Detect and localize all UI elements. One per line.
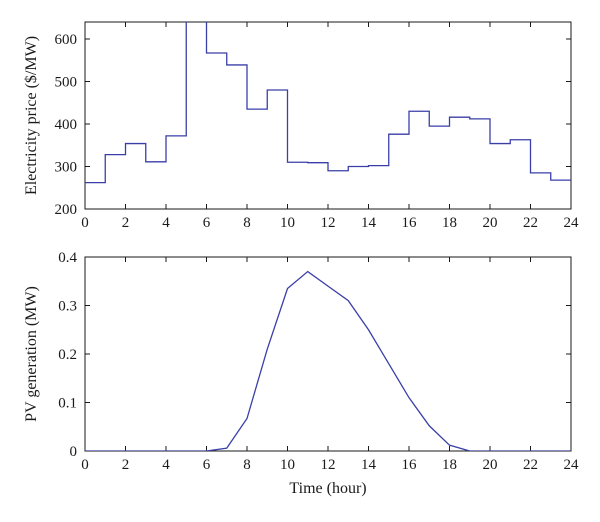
y-tick-label: 400 [55,117,78,133]
x-tick-label: 10 [280,215,295,231]
series-line [85,270,571,451]
x-tick-label: 0 [81,215,89,231]
x-tick-label: 20 [483,457,498,473]
y-axis-title: Electricity price ($/MW) [23,36,40,195]
x-tick-label: 18 [442,457,457,473]
x-tick-label: 6 [203,457,211,473]
x-tick-label: 0 [81,457,89,473]
x-tick-label: 18 [442,215,457,231]
x-tick-label: 24 [564,215,580,231]
x-tick-label: 2 [122,215,130,231]
series-line [85,22,571,184]
x-axis-title: Time (hour) [289,480,366,497]
x-tick-label: 8 [243,215,251,231]
x-tick-label: 12 [321,457,336,473]
y-tick-label: 500 [55,75,78,91]
x-tick-label: 16 [402,457,418,473]
x-tick-label: 24 [564,457,580,473]
price-chart: 0 2 4 6 8 10 12 14 16 18 20 22 24200300400500600Elec… [23,21,580,231]
y-tick-label: 300 [55,160,78,176]
y-tick-label: 0.2 [58,347,77,363]
x-tick-label: 16 [402,215,418,231]
y-tick-label: 0.3 [58,299,77,315]
x-tick-label: 22 [523,457,538,473]
y-axis-title: PV generation (MW) [23,286,40,422]
x-tick-label: 14 [361,457,377,473]
x-tick-label: 4 [162,215,170,231]
y-tick-label: 0.4 [58,250,77,266]
x-tick-label: 2 [122,457,130,473]
plot-frame [84,21,572,210]
x-tick-label: 22 [523,215,538,231]
y-tick-label: 0 [70,444,78,460]
y-tick-label: 600 [55,32,78,48]
x-tick-label: 6 [203,215,211,231]
x-tick-label: 12 [321,215,336,231]
x-tick-label: 8 [243,457,251,473]
x-tick-label: 14 [361,215,377,231]
x-tick-label: 4 [162,457,170,473]
y-tick-label: 0.1 [58,396,77,412]
y-tick-label: 200 [55,202,78,218]
x-tick-label: 10 [280,457,295,473]
x-tick-label: 20 [483,215,498,231]
